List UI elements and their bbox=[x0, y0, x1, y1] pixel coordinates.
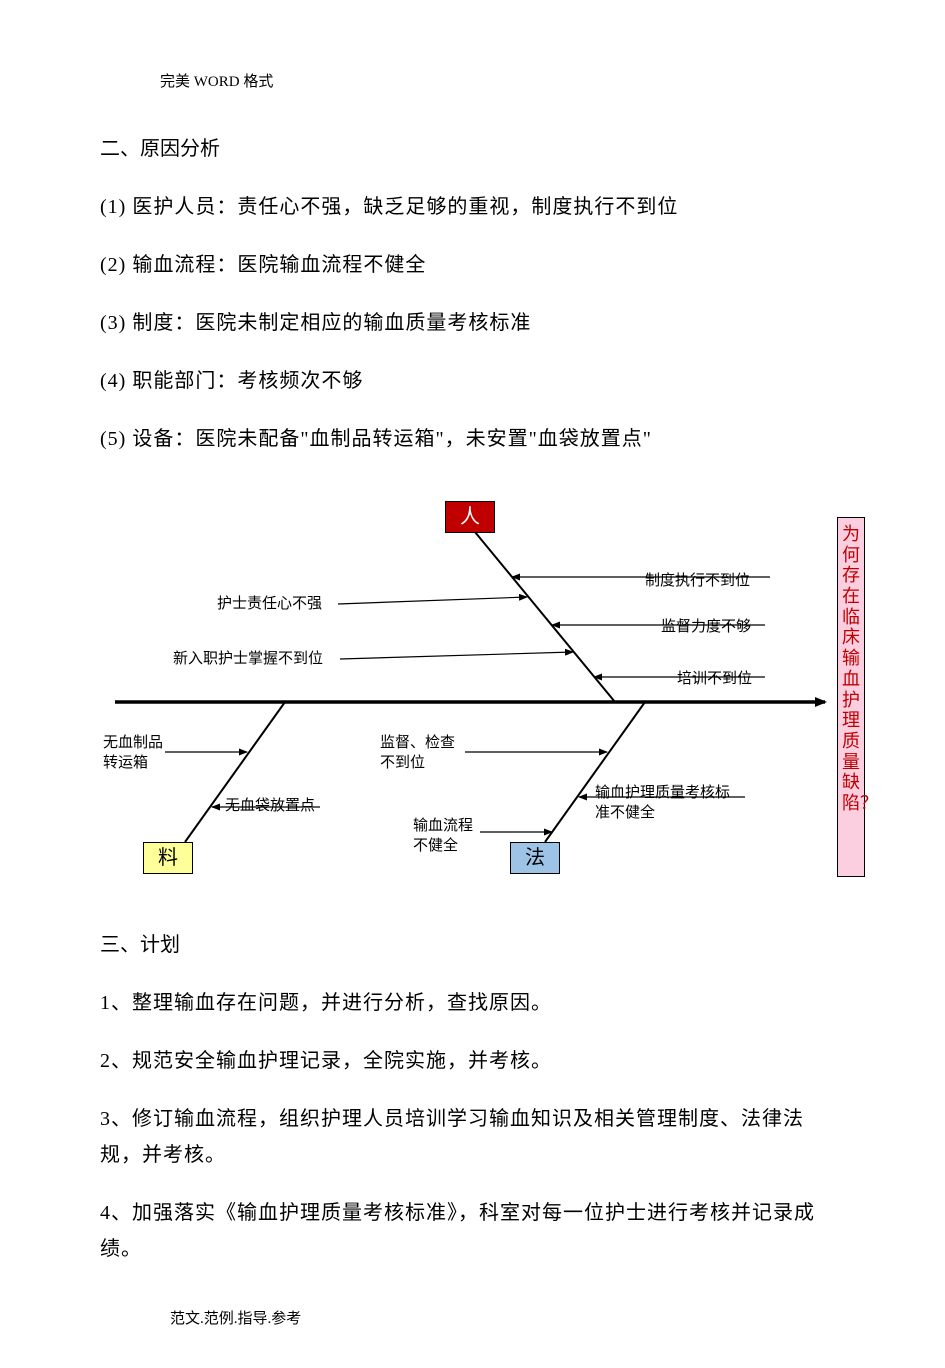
cause-item: (3) 制度：医院未制定相应的输血质量考核标准 bbox=[100, 305, 845, 341]
category-person-box: 人 bbox=[445, 501, 495, 533]
plan-item: 2、规范安全输血护理记录，全院实施，并考核。 bbox=[100, 1043, 845, 1079]
fishbone-diagram: 人 料 法 护士责任心不强 新入职护士掌握不到位 制度执行不到位 监督力度不够 … bbox=[85, 497, 875, 877]
cause-label: 无血袋放置点 bbox=[225, 797, 315, 817]
cause-item: (5) 设备：医院未配备"血制品转运箱"，未安置"血袋放置点" bbox=[100, 421, 845, 457]
bone-material bbox=[185, 702, 285, 842]
cause-label: 输血流程不健全 bbox=[413, 817, 473, 856]
cause-label: 新入职护士掌握不到位 bbox=[173, 650, 323, 670]
plan-item: 3、修订输血流程，组织护理人员培训学习输血知识及相关管理制度、法律法规，并考核。 bbox=[100, 1101, 845, 1173]
cause-label: 输血护理质量考核标准不健全 bbox=[595, 784, 730, 823]
section2-title: 二、原因分析 bbox=[100, 131, 845, 167]
cause-label: 监督力度不够 bbox=[661, 618, 751, 638]
cause-label: 培训不到位 bbox=[677, 670, 752, 690]
section3-title: 三、计划 bbox=[100, 927, 845, 963]
header-note: 完美 WORD 格式 bbox=[160, 70, 845, 91]
plan-item: 1、整理输血存在问题，并进行分析，查找原因。 bbox=[100, 985, 845, 1021]
cause-label: 制度执行不到位 bbox=[645, 572, 750, 592]
cause-item: (4) 职能部门：考核频次不够 bbox=[100, 363, 845, 399]
category-method-box: 法 bbox=[510, 842, 560, 874]
cause-label: 无血制品转运箱 bbox=[103, 734, 163, 773]
category-material-box: 料 bbox=[143, 842, 193, 874]
branch-line bbox=[338, 597, 527, 604]
plan-item: 4、加强落实《输血护理质量考核标准》，科室对每一位护士进行考核并记录成绩。 bbox=[100, 1195, 845, 1267]
effect-box: 为何存在临床输血护理质量缺陷？ bbox=[837, 517, 865, 877]
cause-item: (1) 医护人员：责任心不强，缺乏足够的重视，制度执行不到位 bbox=[100, 189, 845, 225]
cause-label: 监督、检查不到位 bbox=[380, 734, 455, 773]
cause-item: (2) 输血流程：医院输血流程不健全 bbox=[100, 247, 845, 283]
page: 完美 WORD 格式 二、原因分析 (1) 医护人员：责任心不强，缺乏足够的重视… bbox=[0, 0, 945, 1368]
cause-label: 护士责任心不强 bbox=[217, 595, 322, 615]
branch-line bbox=[340, 652, 573, 659]
footer-note: 范文.范例.指导.参考 bbox=[170, 1307, 845, 1328]
fishbone-svg bbox=[85, 497, 875, 877]
